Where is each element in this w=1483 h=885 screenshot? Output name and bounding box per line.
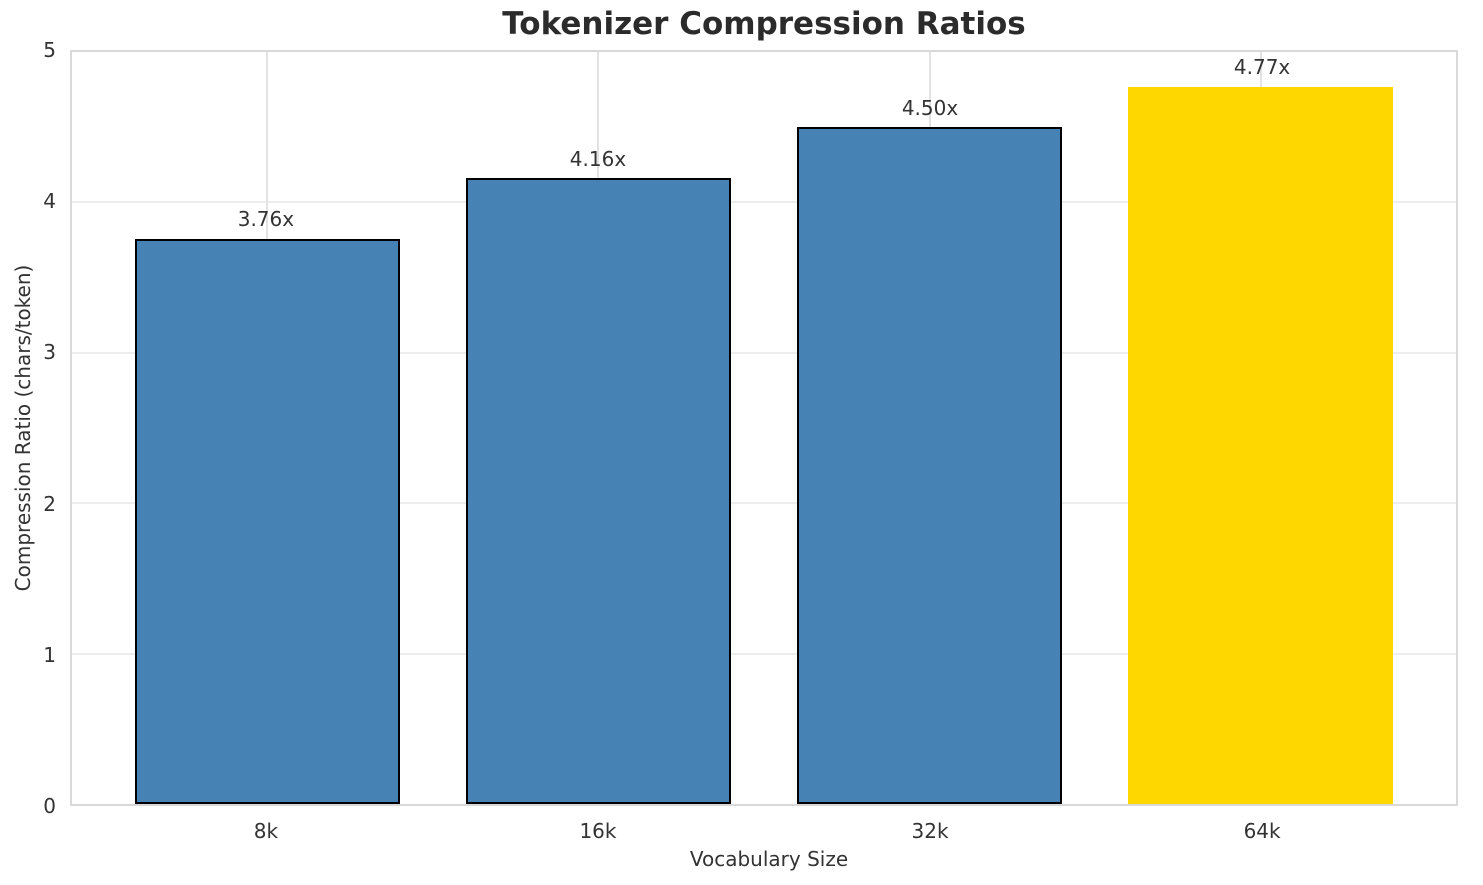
bar-64k bbox=[1128, 86, 1394, 804]
bar-8k bbox=[134, 238, 400, 804]
y-tick-2: 2 bbox=[43, 491, 56, 516]
y-tick-4: 4 bbox=[43, 189, 56, 214]
bar-value-label-32k: 4.50x bbox=[901, 95, 959, 120]
y-tick-3: 3 bbox=[43, 340, 56, 365]
x-tick-16k: 16k bbox=[579, 819, 617, 843]
gridline-horizontal-3 bbox=[72, 351, 1456, 354]
bar-16k bbox=[466, 178, 731, 804]
y-tick-1: 1 bbox=[43, 642, 56, 667]
bar-value-label-16k: 4.16x bbox=[569, 147, 627, 171]
y-tick-0: 0 bbox=[43, 794, 56, 818]
bar-value-label-8k: 3.76x bbox=[237, 207, 295, 232]
chart-title: Tokenizer Compression Ratios bbox=[502, 6, 1026, 42]
gridline-horizontal-4 bbox=[72, 201, 1456, 204]
x-tick-64k: 64k bbox=[1243, 819, 1281, 843]
bar-value-label-64k: 4.77x bbox=[1233, 54, 1291, 79]
plot-area bbox=[70, 50, 1458, 806]
x-tick-32k: 32k bbox=[911, 819, 949, 843]
y-axis-label: Compression Ratio (chars/token) bbox=[11, 264, 35, 592]
x-tick-8k: 8k bbox=[253, 819, 279, 843]
gridline-horizontal-2 bbox=[72, 502, 1456, 505]
gridline-horizontal-1 bbox=[72, 652, 1456, 655]
bar-32k bbox=[797, 127, 1062, 804]
x-axis-label: Vocabulary Size bbox=[689, 847, 849, 871]
y-tick-5: 5 bbox=[43, 38, 56, 62]
